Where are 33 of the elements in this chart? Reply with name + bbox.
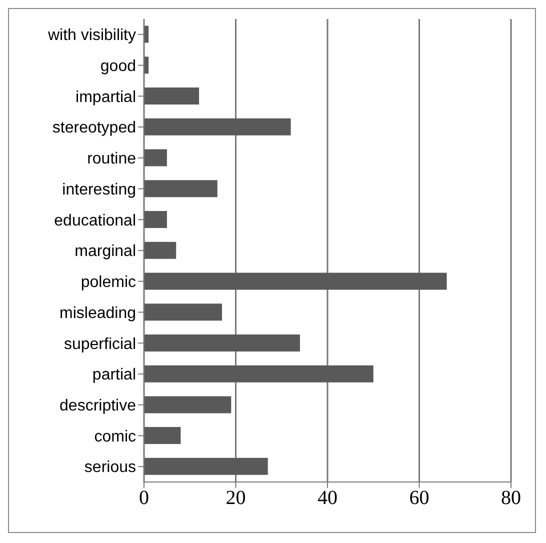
- x-tick-label: 40: [318, 487, 338, 510]
- bar: [144, 149, 167, 166]
- y-tick-label: with visibility: [46, 27, 136, 44]
- y-tick-label: misleading: [60, 304, 136, 322]
- bar: [144, 210, 167, 228]
- bar: [144, 458, 268, 475]
- y-tick-label: stereotyped: [52, 120, 136, 137]
- x-tick-label: 60: [409, 487, 430, 510]
- x-tick-label: 0: [139, 487, 149, 510]
- bar: [144, 242, 176, 259]
- x-tick-label: 80: [501, 487, 521, 510]
- x-tick-label: 20: [226, 487, 246, 510]
- y-tick-label: descriptive: [60, 398, 136, 415]
- y-tick-label: impartial: [76, 88, 136, 106]
- y-tick-label: polemic: [80, 274, 136, 292]
- y-tick-label: serious: [84, 459, 136, 476]
- bar: [144, 272, 447, 290]
- y-tick-label: interesting: [62, 181, 136, 198]
- y-tick-label: partial: [92, 366, 136, 384]
- y-tick-label: marginal: [74, 243, 136, 260]
- y-tick-label: comic: [94, 428, 136, 446]
- y-tick-label: good: [100, 58, 136, 75]
- bar: [144, 365, 374, 382]
- bar: [144, 396, 232, 414]
- y-tick-label: superficial: [64, 336, 136, 353]
- y-tick-label: educational: [54, 212, 136, 230]
- y-tick-label: routine: [87, 150, 136, 168]
- bar: [144, 180, 218, 198]
- bar: [144, 304, 222, 321]
- bar: [144, 118, 291, 136]
- bar: [144, 427, 181, 444]
- bar: [144, 334, 300, 352]
- bar: [144, 88, 200, 105]
